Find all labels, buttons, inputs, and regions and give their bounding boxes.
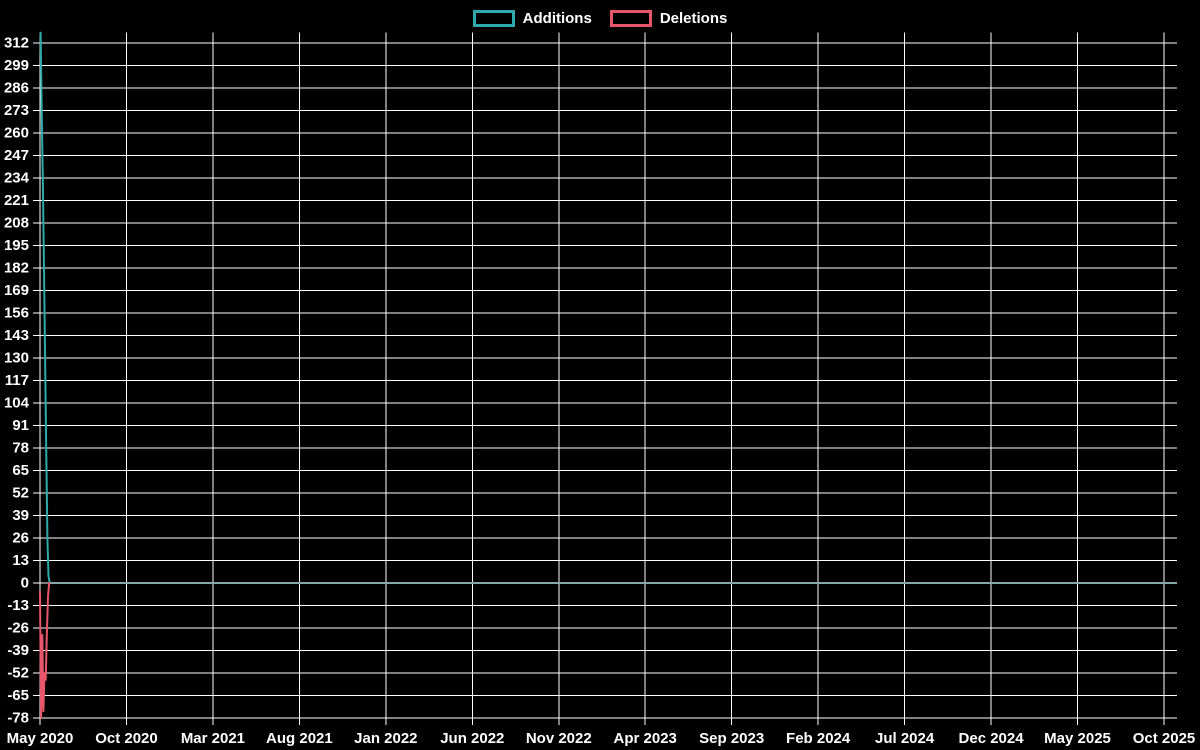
- legend-item-deletions[interactable]: Deletions: [609, 9, 728, 27]
- x-axis-tick-label: Nov 2022: [526, 730, 592, 747]
- y-axis-tick-label: 221: [4, 192, 29, 209]
- additions-swatch: [472, 9, 515, 27]
- y-axis-tick-label: 65: [12, 462, 29, 479]
- y-axis-tick-label: -65: [7, 687, 29, 704]
- y-axis-tick-label: 234: [4, 170, 30, 187]
- x-axis-tick-label: Jul 2024: [875, 730, 935, 747]
- y-axis-tick-label: -52: [7, 665, 29, 682]
- x-axis-tick-label: Sep 2023: [699, 730, 764, 747]
- y-axis-tick-label: -13: [7, 597, 29, 614]
- additions-line: [39, 31, 1177, 584]
- x-axis-tick-label: Apr 2023: [614, 730, 677, 747]
- y-axis-tick-label: 13: [12, 552, 29, 569]
- x-axis-tick-label: May 2025: [1044, 730, 1111, 747]
- additions-legend-label: Additions: [522, 9, 592, 27]
- y-axis-tick-label: -26: [7, 620, 29, 637]
- y-axis-tick-label: 117: [5, 372, 29, 389]
- deletions-line: [39, 582, 1177, 719]
- y-axis-tick-label: 130: [4, 350, 29, 367]
- y-axis-tick-label: 26: [12, 530, 29, 547]
- y-axis-tick-label: 273: [4, 102, 29, 119]
- x-axis-tick-label: Aug 2021: [266, 730, 333, 747]
- x-axis-tick-label: Mar 2021: [181, 730, 245, 747]
- y-axis-tick-label: 143: [4, 327, 29, 344]
- deletions-legend-label: Deletions: [659, 9, 728, 27]
- y-axis-tick-label: 182: [4, 260, 29, 277]
- x-axis-tick-label: Oct 2020: [95, 730, 158, 747]
- y-axis-tick-label: 208: [4, 215, 29, 232]
- y-axis-tick-label: 260: [4, 125, 29, 142]
- legend-item-additions[interactable]: Additions: [472, 9, 592, 27]
- y-axis-tick-label: 195: [4, 237, 29, 254]
- x-axis-tick-label: Dec 2024: [959, 730, 1025, 747]
- x-axis-tick-label: Feb 2024: [786, 730, 851, 747]
- y-axis-tick-label: 312: [4, 35, 29, 52]
- y-axis-tick-label: -78: [7, 710, 29, 727]
- y-axis-tick-label: 104: [4, 395, 30, 412]
- y-axis-tick-label: -39: [7, 642, 29, 659]
- y-axis-tick-label: 156: [4, 305, 29, 322]
- x-axis-tick-label: Jan 2022: [354, 730, 417, 747]
- y-axis-tick-label: 0: [21, 575, 29, 592]
- chart-legend: Additions Deletions: [0, 7, 1200, 29]
- y-axis-tick-label: 91: [12, 417, 29, 434]
- deletions-swatch: [609, 9, 652, 27]
- x-axis-tick-label: Oct 2025: [1133, 730, 1196, 747]
- y-axis-tick-label: 39: [12, 507, 29, 524]
- y-axis-tick-label: 299: [4, 57, 29, 74]
- y-axis-tick-label: 286: [4, 80, 29, 97]
- x-axis-tick-label: Jun 2022: [440, 730, 504, 747]
- y-axis-tick-label: 78: [12, 440, 29, 457]
- y-axis-tick-label: 52: [12, 485, 29, 502]
- y-axis-tick-label: 247: [4, 147, 29, 164]
- x-axis-tick-label: May 2020: [7, 730, 74, 747]
- y-axis-tick-label: 169: [4, 282, 29, 299]
